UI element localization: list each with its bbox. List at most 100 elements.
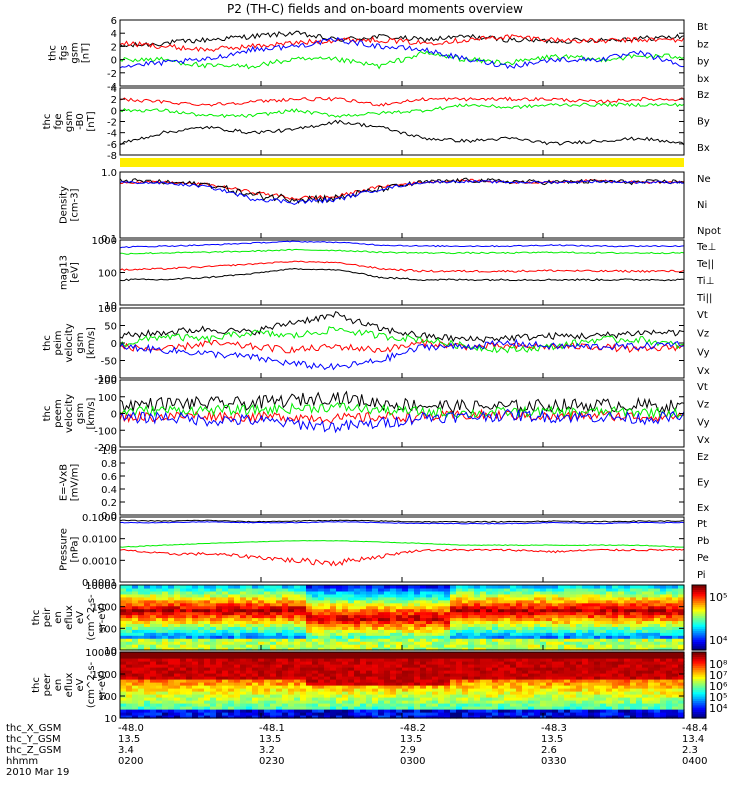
heat-cell [582,691,589,695]
heat-cell [504,652,511,656]
heat-cell [588,679,595,683]
heat-cell [540,691,547,695]
heat-cell [672,697,679,701]
heat-cell [492,608,499,613]
heat-cell [402,700,409,704]
heat-cell [558,626,565,630]
heat-cell [552,602,559,607]
heat-cell [222,599,229,604]
heat-cell [318,685,325,689]
heat-cell [168,585,175,589]
heat-cell [564,694,571,698]
heat-cell [648,596,655,601]
heat-cell [564,703,571,707]
heat-cell [618,623,625,627]
heat-cell [138,647,145,651]
heat-cell [132,694,139,698]
heat-cell [132,629,139,633]
heat-cell [306,697,313,701]
heat-cell [312,715,319,719]
colorbar-cell [692,602,706,606]
heat-cell [552,706,559,710]
heat-cell [150,700,157,704]
heat-cell [270,697,277,701]
heat-cell [234,620,241,624]
heat-cell [522,694,529,698]
heat-cell [420,585,427,589]
heat-cell [330,587,337,592]
heat-cell [198,635,205,639]
heat-cell [528,679,535,683]
heat-cell [324,644,331,648]
heat-cell [414,715,421,719]
heat-cell [192,658,199,662]
heat-cell [246,605,253,610]
heat-cell [648,688,655,692]
heat-cell [330,602,337,607]
heat-cell [132,596,139,601]
heat-cell [384,688,391,692]
heat-cell [414,641,421,645]
heat-cell [372,635,379,639]
heat-cell [234,673,241,677]
heat-cell [492,664,499,668]
heat-cell [168,602,175,607]
x-tick-label: 13.5 [259,734,281,745]
heat-cell [252,596,259,601]
heat-cell [342,658,349,662]
heat-cell [564,590,571,595]
heat-cell [324,629,331,633]
heat-cell [174,608,181,613]
heat-cell [186,585,193,589]
heat-cell [276,585,283,589]
heat-cell [234,644,241,648]
heat-cell [474,709,481,713]
heat-cell [150,632,157,636]
heat-cell [330,641,337,645]
heat-cell [498,667,505,671]
heat-cell [198,664,205,668]
heat-cell [600,679,607,683]
heat-cell [156,652,163,656]
heat-cell [510,596,517,601]
heat-cell [510,688,517,692]
heat-cell [420,688,427,692]
heat-cell [264,703,271,707]
heat-cell [564,691,571,695]
heat-cell [600,664,607,668]
heat-cell [258,676,265,680]
heat-cell [360,632,367,636]
heat-cell [156,667,163,671]
heat-cell [498,697,505,701]
heat-cell [546,585,553,589]
heat-cell [186,632,193,636]
heat-cell [480,682,487,686]
heat-cell [306,608,313,613]
heat-cell [642,641,649,645]
heat-cell [648,608,655,613]
heat-cell [606,605,613,610]
heat-cell [444,706,451,710]
heat-cell [618,664,625,668]
heat-cell [678,644,685,648]
heat-cell [168,638,175,642]
heat-cell [612,670,619,674]
heat-cell [660,623,667,627]
heat-cell [228,712,235,716]
heat-cell [240,585,247,589]
heat-cell [408,664,415,668]
heat-cell [342,608,349,613]
heat-cell [390,620,397,624]
heat-cell [240,715,247,719]
heat-cell [318,602,325,607]
heat-cell [396,602,403,607]
heat-cell [516,611,523,616]
heat-cell [234,697,241,701]
heat-cell [120,641,127,645]
heat-cell [594,658,601,662]
heat-cell [570,647,577,651]
heat-cell [594,620,601,624]
heat-cell [558,691,565,695]
heat-cell [606,715,613,719]
